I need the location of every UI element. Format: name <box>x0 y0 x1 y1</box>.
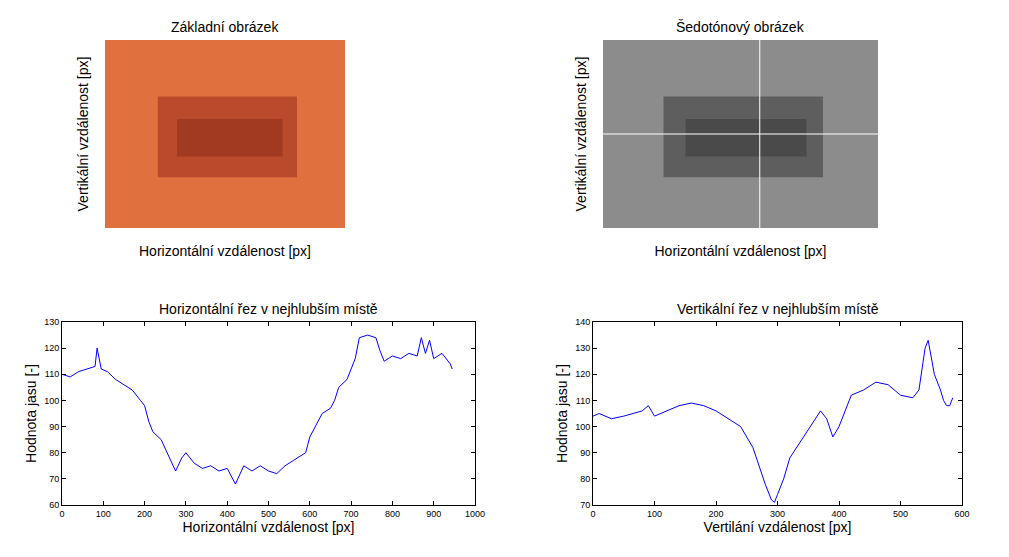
svg-text:0: 0 <box>59 509 64 519</box>
svg-text:0: 0 <box>590 509 595 519</box>
svg-text:400: 400 <box>831 509 846 519</box>
svg-text:70: 70 <box>49 474 59 484</box>
svg-text:100: 100 <box>647 509 662 519</box>
svg-text:120: 120 <box>44 343 59 353</box>
svg-text:90: 90 <box>49 422 59 432</box>
svg-text:Hodnota jasu [-]: Hodnota jasu [-] <box>554 364 570 463</box>
svg-text:70: 70 <box>580 500 590 510</box>
svg-text:400: 400 <box>220 509 235 519</box>
svg-text:300: 300 <box>770 509 785 519</box>
svg-text:300: 300 <box>178 509 193 519</box>
svg-text:130: 130 <box>575 343 590 353</box>
svg-text:60: 60 <box>49 500 59 510</box>
svg-text:Vertikální vzdálenost [px]: Vertikální vzdálenost [px] <box>573 57 589 212</box>
svg-text:500: 500 <box>893 509 908 519</box>
svg-text:80: 80 <box>49 448 59 458</box>
svg-text:110: 110 <box>45 369 59 379</box>
svg-text:80: 80 <box>580 474 590 484</box>
svg-text:200: 200 <box>708 509 723 519</box>
svg-text:100: 100 <box>575 422 590 432</box>
svg-text:Horizontální vzdálenost [px]: Horizontální vzdálenost [px] <box>139 243 311 259</box>
svg-text:Šedotónový obrázek: Šedotónový obrázek <box>676 19 805 35</box>
svg-text:130: 130 <box>44 317 59 327</box>
svg-text:600: 600 <box>954 509 969 519</box>
svg-text:700: 700 <box>344 509 359 519</box>
svg-text:110: 110 <box>576 396 590 406</box>
svg-text:90: 90 <box>580 448 590 458</box>
svg-text:900: 900 <box>426 509 441 519</box>
svg-text:Horizontální řez v nejhlubším: Horizontální řez v nejhlubším místě <box>159 301 378 317</box>
svg-text:100: 100 <box>96 509 111 519</box>
svg-text:200: 200 <box>137 509 152 519</box>
svg-text:Horizontální vzdálenost [px]: Horizontální vzdálenost [px] <box>183 519 355 535</box>
svg-text:Vertikální vzdálenost [px]: Vertikální vzdálenost [px] <box>75 57 91 212</box>
svg-text:600: 600 <box>302 509 317 519</box>
svg-text:120: 120 <box>575 369 590 379</box>
svg-text:Vertikální řez v nejhlubším mí: Vertikální řez v nejhlubším místě <box>677 301 879 317</box>
svg-text:500: 500 <box>261 509 276 519</box>
svg-text:Hodnota jasu [-]: Hodnota jasu [-] <box>23 364 39 463</box>
svg-text:140: 140 <box>575 317 590 327</box>
svg-text:Vertilání vzdálenost [px]: Vertilání vzdálenost [px] <box>704 519 852 535</box>
svg-text:Horizontální vzdálenost [px]: Horizontální vzdálenost [px] <box>655 243 827 259</box>
svg-text:800: 800 <box>385 509 400 519</box>
svg-text:Základní obrázek: Základní obrázek <box>171 19 279 35</box>
svg-text:1000: 1000 <box>465 509 485 519</box>
svg-text:100: 100 <box>44 396 59 406</box>
